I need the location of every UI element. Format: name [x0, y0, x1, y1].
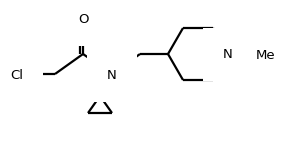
Text: N: N	[107, 69, 117, 82]
Text: O: O	[78, 13, 88, 26]
Text: Me: Me	[256, 49, 276, 62]
Text: Cl: Cl	[10, 69, 23, 82]
Text: N: N	[223, 48, 233, 61]
